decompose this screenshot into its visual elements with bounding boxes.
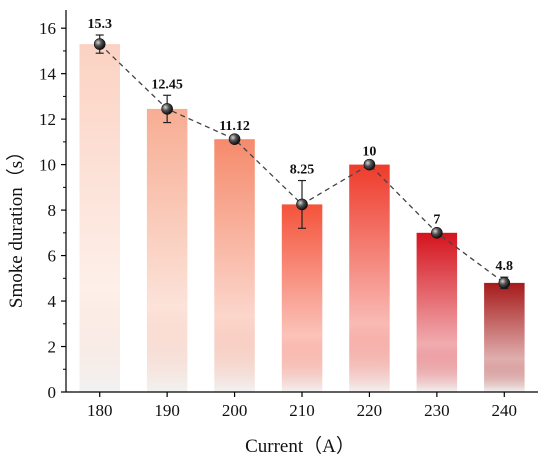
x-tick-label: 220 (357, 401, 383, 420)
data-label: 11.12 (219, 119, 250, 134)
data-label: 8.25 (290, 163, 315, 178)
bar-240 (484, 282, 525, 392)
data-point (363, 158, 376, 171)
y-tick-label: 2 (48, 338, 57, 357)
data-label: 7 (433, 213, 440, 228)
axes-group: 0 2 4 6 8 10 12 14 16 180 190 200 210 220 230 240 (39, 10, 538, 420)
data-label: 15.3 (87, 17, 112, 32)
x-tick-label: 210 (289, 401, 315, 420)
y-tick-label: 6 (48, 247, 57, 266)
bars-group (79, 44, 525, 393)
y-axis-title: Smoke duration（s） (5, 142, 27, 308)
y-tick-label: 14 (39, 65, 57, 84)
x-axis-title: Current（A） (245, 435, 355, 457)
y-tick-label: 8 (48, 201, 57, 220)
data-point (498, 277, 511, 289)
y-tick-label: 4 (48, 292, 57, 311)
x-tick-label: 200 (222, 401, 248, 420)
y-tick-label: 16 (39, 19, 56, 38)
y-tick-label: 0 (48, 383, 57, 402)
data-point (296, 198, 308, 211)
bar-210 (281, 204, 323, 392)
y-tick-label: 10 (39, 156, 56, 175)
bar-220 (349, 164, 390, 392)
x-tick-label: 230 (424, 401, 450, 420)
bar-230 (416, 232, 458, 392)
data-label: 4.8 (496, 259, 514, 274)
x-tick-label: 240 (492, 401, 518, 420)
data-point (161, 103, 173, 115)
x-tick-label: 190 (154, 401, 180, 420)
bar-200 (214, 139, 255, 392)
y-tick-label: 12 (39, 110, 56, 129)
data-label: 12.45 (151, 77, 183, 92)
data-label: 10 (362, 144, 376, 159)
bar-190 (146, 108, 188, 393)
data-point (431, 227, 443, 239)
bar-180 (79, 44, 120, 392)
overlay-line-group (93, 34, 511, 290)
data-labels-group: 15.3 12.45 11.12 8.25 10 7 4.8 (87, 17, 513, 274)
data-point (228, 133, 241, 145)
x-tick-label: 180 (87, 401, 113, 420)
data-point (93, 38, 106, 50)
